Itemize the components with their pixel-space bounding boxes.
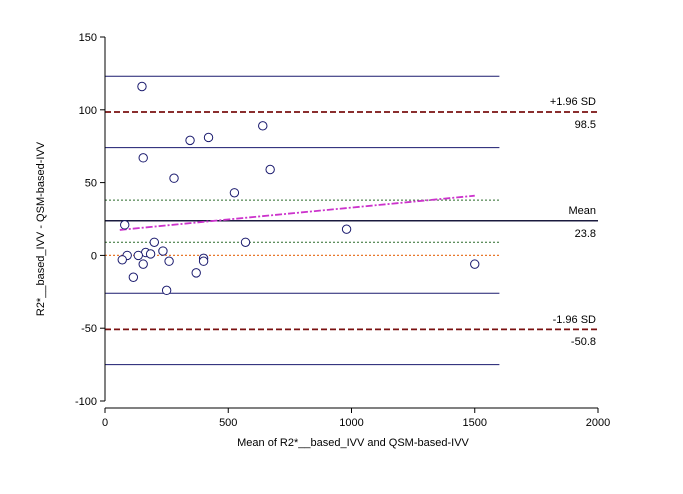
data-point — [137, 81, 147, 92]
data-point — [158, 246, 168, 256]
data-point — [149, 237, 160, 247]
upper-loa-value: 98.5 — [575, 119, 596, 131]
data-point — [258, 121, 268, 131]
y-axis-label: R2*__based_IVV - QSM-based-IVV — [35, 141, 47, 316]
regression-layer — [119, 194, 475, 231]
data-point — [128, 272, 139, 282]
data-point — [470, 259, 480, 269]
data-points — [117, 81, 480, 296]
x-axis-label: Mean of R2*__based_IVV and QSM-based-IVV — [237, 437, 469, 449]
data-point — [191, 268, 201, 278]
data-point — [341, 224, 352, 234]
data-point — [229, 188, 240, 198]
data-point — [198, 256, 209, 266]
data-point — [138, 259, 148, 269]
data-point — [133, 250, 143, 261]
upper-loa-label: +1.96 SD — [550, 96, 596, 108]
x-tick-label: 1000 — [339, 417, 363, 429]
lower-loa-value: -50.8 — [571, 336, 596, 348]
mean-value: 23.8 — [575, 228, 596, 240]
y-tick-label: -100 — [75, 396, 97, 408]
x-tick-label: 1500 — [463, 417, 487, 429]
y-tick-label: 150 — [79, 32, 97, 44]
regression-line — [119, 194, 475, 231]
x-tick-label: 500 — [219, 417, 237, 429]
x-tick-label: 2000 — [586, 417, 610, 429]
data-point — [265, 164, 275, 175]
y-tick-label: -50 — [81, 323, 97, 335]
y-tick-label: 100 — [79, 105, 97, 117]
x-tick-label: 0 — [102, 417, 108, 429]
data-point — [138, 153, 148, 163]
lower-loa-label: -1.96 SD — [553, 314, 596, 326]
mean-label: Mean — [568, 205, 596, 217]
data-point — [120, 220, 130, 230]
data-point — [164, 256, 174, 266]
data-point — [169, 173, 179, 183]
data-point — [161, 285, 172, 296]
data-point — [185, 135, 195, 146]
data-point — [117, 255, 127, 265]
data-point — [145, 249, 156, 259]
data-point — [240, 237, 251, 247]
data-point — [203, 132, 214, 143]
y-tick-label: 50 — [85, 178, 97, 190]
reference-lines — [105, 75, 598, 366]
y-tick-label: 0 — [91, 250, 97, 262]
